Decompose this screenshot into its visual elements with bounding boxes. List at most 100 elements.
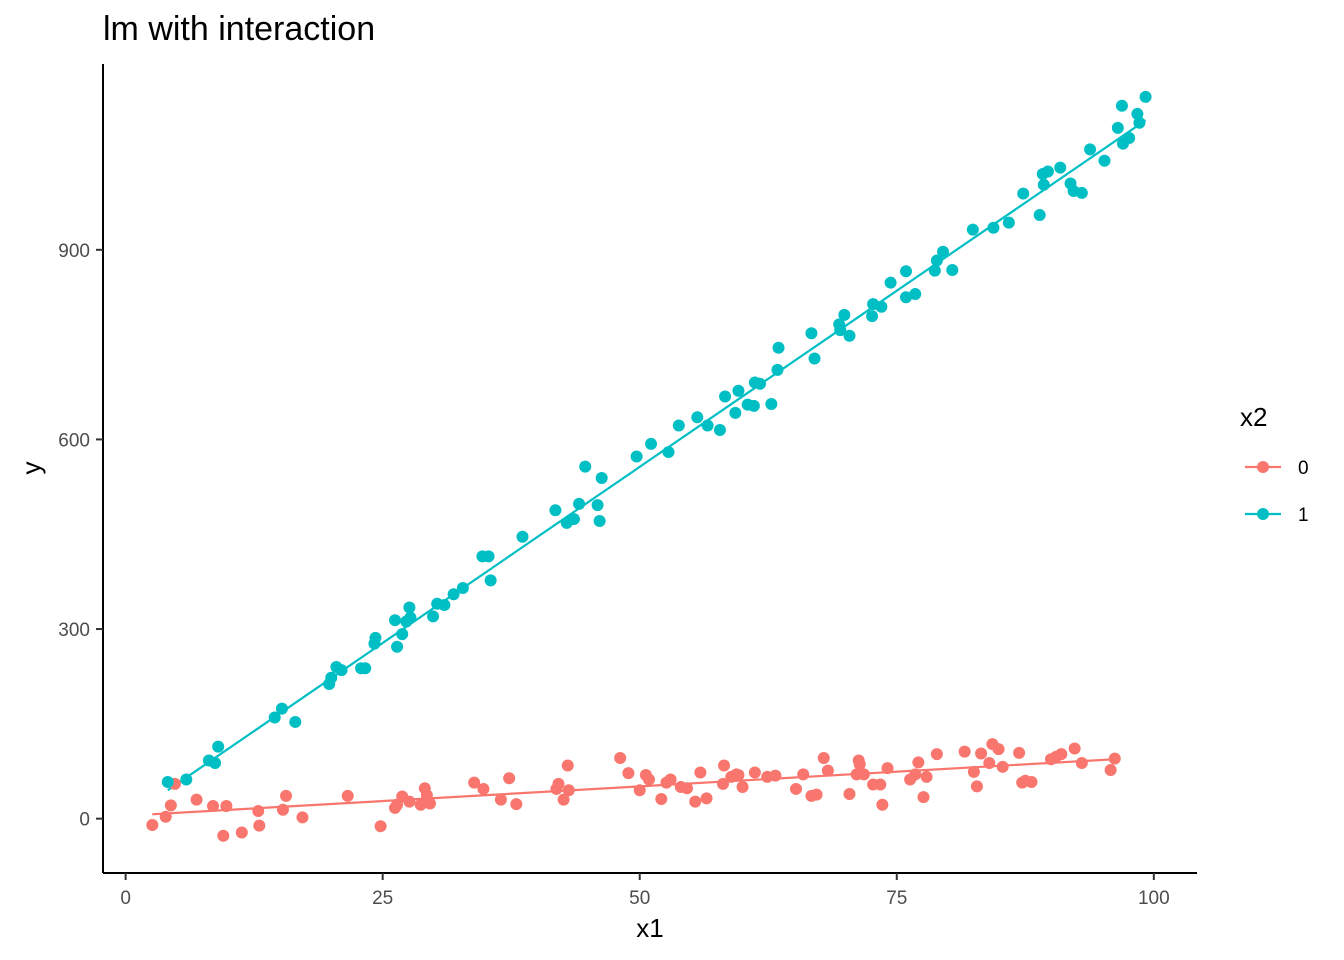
data-point-x2-0 [1075,757,1088,770]
data-point-x2-1 [335,664,348,677]
data-point-x2-1 [391,640,404,653]
data-point-x2-1 [567,513,580,526]
data-point-x2-0 [857,768,870,781]
data-point-x2-0 [748,766,761,779]
data-point-x2-0 [642,773,655,786]
data-point-x2-1 [579,460,592,473]
data-point-x2-1 [516,530,529,543]
data-point-x2-1 [1075,186,1088,199]
data-point-x2-1 [808,352,821,365]
data-point-x2-0 [664,773,677,786]
data-point-x2-0 [975,747,988,760]
data-point-x2-1 [1033,209,1046,222]
y-tick-label: 600 [58,430,90,451]
data-point-x2-1 [900,265,913,278]
data-point-x2-0 [423,797,436,810]
data-point-x2-1 [427,610,440,623]
data-point-x2-0 [561,759,574,772]
axes [102,64,1197,874]
x-axis-title: x1 [636,913,663,943]
data-point-x2-0 [235,826,248,839]
data-point-x2-1 [765,398,778,411]
data-point-x2-1 [900,291,913,304]
data-point-x2-1 [672,419,685,432]
data-point-x2-1 [212,740,225,753]
data-point-x2-1 [930,254,943,267]
data-point-x2-1 [389,614,402,627]
data-point-x2-0 [909,768,922,781]
data-point-x2-1 [1017,187,1030,200]
data-point-x2-1 [843,329,856,342]
legend: x2 0 1 [1240,402,1309,526]
data-point-x2-0 [917,791,930,804]
data-point-x2-1 [966,223,979,236]
data-point-x2-0 [881,762,894,775]
y-tick-label: 900 [58,241,90,262]
data-point-x2-1 [946,264,959,277]
y-ticks: 0 300 600 900 [58,241,103,831]
data-point-x2-0 [1104,763,1117,776]
data-point-x2-1 [161,775,174,788]
data-point-x2-1 [1111,121,1124,134]
data-point-x2-0 [797,768,810,781]
data-point-x2-0 [280,789,293,802]
data-point-x2-1 [729,406,742,419]
data-point-x2-1 [1139,90,1152,103]
data-point-x2-1 [747,399,760,412]
data-point-x2-0 [992,743,1005,756]
data-point-x2-0 [217,829,230,842]
data-point-x2-0 [694,766,707,779]
data-point-x2-1 [447,588,460,601]
data-point-x2-0 [967,765,980,778]
data-point-x2-1 [754,377,767,390]
fit-line-x2-1 [167,119,1147,792]
data-point-x2-0 [146,818,159,831]
data-point-x2-1 [909,288,922,301]
data-point-x2-1 [403,601,416,614]
x-tick-label: 75 [886,888,907,909]
data-point-x2-0 [562,784,575,797]
data-point-x2-0 [718,759,731,772]
data-point-x2-0 [876,798,889,811]
data-point-x2-1 [1123,131,1136,144]
data-point-x2-0 [1108,752,1121,765]
data-point-x2-1 [573,497,586,510]
fit-line-x2-0 [152,758,1115,816]
data-point-x2-1 [482,550,495,563]
data-point-x2-0 [164,799,177,812]
data-point-x2-1 [359,662,372,675]
data-point-x2-0 [403,795,416,808]
data-point-x2-1 [484,574,497,587]
data-point-x2-0 [689,795,702,808]
data-point-x2-1 [719,390,732,403]
x-tick-label: 0 [120,888,131,909]
data-point-x2-0 [1025,775,1038,788]
data-point-x2-1 [838,308,851,321]
data-point-x2-1 [1098,154,1111,167]
data-point-x2-1 [404,611,417,624]
data-point-x2-0 [477,782,490,795]
data-point-x2-1 [456,581,469,594]
data-point-x2-0 [700,792,713,805]
data-point-x2-1 [834,324,847,337]
data-point-x2-0 [253,819,266,832]
data-point-x2-1 [325,671,338,684]
data-point-x2-1 [593,514,606,527]
data-point-x2-0 [296,811,309,824]
data-point-x2-0 [843,787,856,800]
data-point-x2-1 [369,631,382,644]
data-point-x2-1 [1133,116,1146,129]
data-point-x2-0 [736,781,749,794]
data-point-x2-0 [920,770,933,783]
data-point-x2-0 [494,793,507,806]
data-point-x2-0 [912,756,925,769]
data-point-x2-0 [557,793,570,806]
data-point-x2-1 [732,384,745,397]
data-point-x2-0 [468,776,481,789]
data-point-x2-1 [1115,99,1128,112]
legend-title: x2 [1240,402,1267,432]
data-point-x2-0 [1013,746,1026,759]
data-point-x2-0 [958,745,971,758]
data-point-x2-0 [414,798,427,811]
legend-item-0: 0 [1245,458,1309,479]
